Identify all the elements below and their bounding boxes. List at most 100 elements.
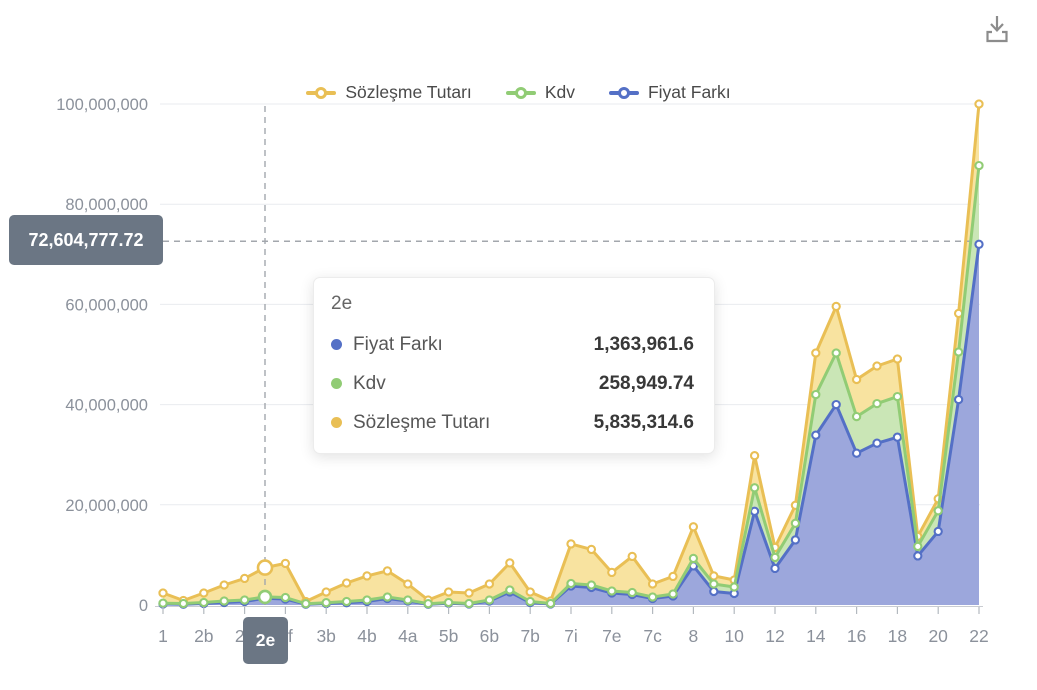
data-point-marker[interactable] bbox=[280, 592, 291, 603]
data-point-marker[interactable] bbox=[851, 448, 862, 458]
data-point-marker[interactable] bbox=[933, 506, 943, 516]
data-point-marker[interactable] bbox=[545, 598, 556, 609]
data-point-marker[interactable] bbox=[851, 411, 862, 422]
data-point-marker[interactable] bbox=[178, 598, 189, 609]
data-point-marker[interactable] bbox=[729, 582, 739, 592]
y-axis-label: 60,000,000 bbox=[65, 296, 148, 314]
data-point-marker[interactable] bbox=[505, 585, 515, 595]
data-point-marker[interactable] bbox=[382, 592, 393, 602]
data-point-marker[interactable] bbox=[219, 580, 229, 590]
x-axis-label: 22 bbox=[969, 626, 988, 646]
data-point-marker[interactable] bbox=[933, 526, 943, 537]
data-point-marker[interactable] bbox=[913, 541, 923, 552]
data-point-marker[interactable] bbox=[709, 579, 719, 589]
data-point-marker[interactable] bbox=[382, 566, 393, 576]
data-point-marker[interactable] bbox=[199, 597, 209, 608]
data-point-marker[interactable] bbox=[257, 589, 273, 605]
data-point-marker[interactable] bbox=[443, 597, 454, 608]
data-point-marker[interactable] bbox=[239, 573, 250, 584]
legend-item-fiyat-farki[interactable]: Fiyat Farkı bbox=[608, 82, 731, 103]
data-point-marker[interactable] bbox=[321, 587, 331, 597]
data-point-marker[interactable] bbox=[464, 588, 474, 598]
data-point-marker[interactable] bbox=[892, 391, 903, 402]
data-point-marker[interactable] bbox=[811, 389, 821, 400]
data-point-marker[interactable] bbox=[464, 598, 474, 609]
data-point-marker[interactable] bbox=[321, 598, 331, 608]
legend-marker-fiyat-icon bbox=[608, 86, 639, 100]
data-point-marker[interactable] bbox=[403, 579, 413, 589]
x-axis-label: 5b bbox=[439, 626, 458, 646]
data-point-marker[interactable] bbox=[913, 551, 923, 561]
data-point-marker[interactable] bbox=[219, 596, 229, 606]
data-point-marker[interactable] bbox=[831, 348, 841, 358]
data-point-marker[interactable] bbox=[688, 553, 699, 564]
data-point-marker[interactable] bbox=[443, 587, 454, 597]
data-point-marker[interactable] bbox=[158, 598, 168, 608]
data-point-marker[interactable] bbox=[953, 347, 964, 357]
data-point-marker[interactable] bbox=[892, 432, 903, 442]
data-point-marker[interactable] bbox=[362, 571, 372, 581]
data-point-marker[interactable] bbox=[688, 522, 699, 532]
data-point-marker[interactable] bbox=[423, 599, 433, 609]
data-point-marker[interactable] bbox=[627, 587, 637, 598]
data-point-marker[interactable] bbox=[525, 596, 535, 607]
data-point-marker[interactable] bbox=[341, 596, 352, 607]
data-point-marker[interactable] bbox=[341, 578, 352, 588]
data-point-marker[interactable] bbox=[586, 580, 597, 590]
data-point-marker[interactable] bbox=[647, 592, 658, 602]
series-dot-icon bbox=[331, 339, 342, 350]
data-point-marker[interactable] bbox=[668, 589, 678, 599]
data-point-marker[interactable] bbox=[892, 354, 903, 364]
legend-item-sozlesme-tutari[interactable]: Sözleşme Tutarı bbox=[306, 82, 472, 103]
data-point-marker[interactable] bbox=[199, 588, 209, 598]
data-point-marker[interactable] bbox=[607, 567, 617, 578]
data-point-marker[interactable] bbox=[647, 579, 658, 589]
data-point-marker[interactable] bbox=[770, 552, 780, 563]
data-point-marker[interactable] bbox=[158, 588, 168, 598]
data-point-marker[interactable] bbox=[280, 558, 291, 569]
tooltip-row-sozlesme-tutari: Sözleşme Tutarı 5,835,314.6 bbox=[331, 403, 694, 442]
data-point-marker[interactable] bbox=[974, 160, 984, 171]
x-axis-label: 3b bbox=[316, 626, 335, 646]
data-point-marker[interactable] bbox=[953, 394, 964, 405]
data-point-marker[interactable] bbox=[974, 99, 984, 109]
data-point-marker[interactable] bbox=[256, 559, 274, 576]
data-point-marker[interactable] bbox=[586, 544, 597, 555]
data-point-marker[interactable] bbox=[484, 579, 495, 589]
download-button[interactable] bbox=[981, 12, 1013, 46]
data-point-marker[interactable] bbox=[709, 586, 719, 597]
data-point-marker[interactable] bbox=[627, 551, 637, 562]
data-point-marker[interactable] bbox=[811, 430, 821, 440]
data-point-marker[interactable] bbox=[831, 301, 841, 312]
data-point-marker[interactable] bbox=[831, 399, 841, 410]
data-point-marker[interactable] bbox=[607, 586, 617, 596]
data-point-marker[interactable] bbox=[749, 451, 760, 461]
chart-tooltip: 2e Fiyat Farkı 1,363,961.6 Kdv 258,949.7… bbox=[313, 277, 715, 454]
data-point-marker[interactable] bbox=[525, 587, 535, 597]
data-point-marker[interactable] bbox=[974, 239, 984, 249]
data-point-marker[interactable] bbox=[566, 539, 576, 549]
data-point-marker[interactable] bbox=[790, 518, 801, 528]
data-point-marker[interactable] bbox=[749, 483, 760, 493]
data-point-marker[interactable] bbox=[872, 438, 882, 448]
x-axis-label: 18 bbox=[888, 626, 907, 646]
data-point-marker[interactable] bbox=[668, 571, 678, 582]
data-point-marker[interactable] bbox=[790, 535, 801, 545]
data-point-marker[interactable] bbox=[851, 374, 862, 385]
data-point-marker[interactable] bbox=[749, 506, 760, 516]
data-point-marker[interactable] bbox=[872, 398, 882, 409]
data-point-marker[interactable] bbox=[239, 595, 250, 605]
data-point-marker[interactable] bbox=[811, 348, 821, 358]
data-point-marker[interactable] bbox=[505, 558, 515, 568]
legend-item-kdv[interactable]: Kdv bbox=[505, 82, 575, 103]
data-point-marker[interactable] bbox=[301, 599, 311, 609]
data-point-marker[interactable] bbox=[362, 595, 372, 605]
data-point-marker[interactable] bbox=[403, 595, 413, 605]
data-point-marker[interactable] bbox=[484, 595, 495, 605]
data-point-marker[interactable] bbox=[770, 563, 780, 574]
legend-label: Sözleşme Tutarı bbox=[345, 82, 472, 102]
data-point-marker[interactable] bbox=[566, 578, 576, 589]
data-point-marker[interactable] bbox=[872, 361, 882, 371]
data-point-marker[interactable] bbox=[709, 571, 719, 581]
